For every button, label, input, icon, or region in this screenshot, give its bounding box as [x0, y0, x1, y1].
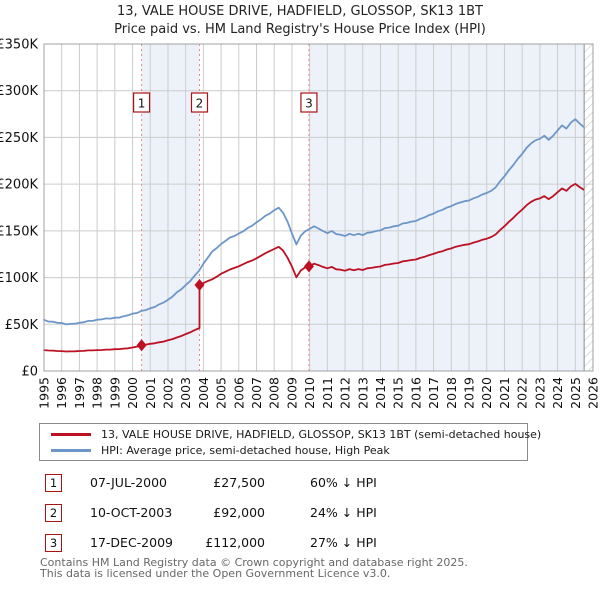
- svg-text:3: 3: [305, 97, 313, 111]
- svg-text:2002: 2002: [160, 377, 175, 409]
- svg-text:1998: 1998: [90, 377, 105, 409]
- svg-text:2013: 2013: [355, 377, 370, 409]
- svg-text:2017: 2017: [426, 377, 441, 409]
- svg-text:£250K: £250K: [0, 131, 38, 146]
- transaction-date: 10-OCT-2003: [90, 505, 173, 520]
- svg-text:2010: 2010: [302, 377, 317, 409]
- svg-text:2006: 2006: [231, 377, 246, 409]
- legend-item-hpi: HPI: Average price, semi-detached house,…: [40, 442, 527, 458]
- transaction-price: £92,000: [213, 505, 265, 520]
- svg-text:1996: 1996: [54, 377, 69, 409]
- svg-text:£300K: £300K: [0, 84, 38, 99]
- svg-text:2011: 2011: [320, 377, 335, 409]
- svg-text:2014: 2014: [373, 377, 388, 409]
- price-paid-line-swatch: [51, 432, 91, 436]
- transaction-vs-hpi: 60% ↓ HPI: [310, 475, 377, 490]
- legend-item-price-paid: 13, VALE HOUSE DRIVE, HADFIELD, GLOSSOP,…: [40, 426, 541, 442]
- svg-text:2026: 2026: [586, 377, 600, 409]
- transaction-row: 1 07-JUL-2000 £27,500 60% ↓ HPI: [0, 474, 600, 494]
- transaction-vs-hpi: 24% ↓ HPI: [310, 505, 377, 520]
- svg-text:2020: 2020: [479, 377, 494, 409]
- transaction-vs-hpi: 27% ↓ HPI: [310, 535, 377, 550]
- svg-text:2008: 2008: [267, 377, 282, 409]
- transaction-number-badge: 3: [45, 534, 62, 552]
- page-title: 13, VALE HOUSE DRIVE, HADFIELD, GLOSSOP,…: [117, 4, 483, 19]
- svg-text:£200K: £200K: [0, 178, 38, 193]
- svg-text:2015: 2015: [391, 377, 406, 409]
- hpi-line-swatch: [51, 448, 91, 452]
- transaction-price: £27,500: [213, 475, 265, 490]
- svg-text:£150K: £150K: [0, 224, 38, 239]
- svg-text:2000: 2000: [125, 377, 140, 409]
- footer-licence: This data is licensed under the Open Gov…: [40, 567, 391, 580]
- chart-legend: 13, VALE HOUSE DRIVE, HADFIELD, GLOSSOP,…: [39, 423, 541, 461]
- svg-text:2012: 2012: [338, 377, 353, 409]
- transaction-price: £112,000: [205, 535, 265, 550]
- svg-text:1: 1: [138, 97, 146, 111]
- svg-text:2018: 2018: [444, 377, 459, 409]
- legend-label-price-paid: 13, VALE HOUSE DRIVE, HADFIELD, GLOSSOP,…: [101, 427, 542, 441]
- transaction-row: 2 10-OCT-2003 £92,000 24% ↓ HPI: [0, 504, 600, 524]
- svg-text:2003: 2003: [178, 377, 193, 409]
- transaction-number-badge: 1: [45, 474, 62, 492]
- svg-text:£50K: £50K: [5, 318, 39, 333]
- transaction-date: 17-DEC-2009: [90, 535, 173, 550]
- svg-text:1997: 1997: [72, 377, 87, 409]
- svg-text:2021: 2021: [497, 377, 512, 409]
- svg-text:2019: 2019: [462, 377, 477, 409]
- svg-text:2024: 2024: [550, 377, 565, 409]
- footer-copyright: Contains HM Land Registry data © Crown c…: [40, 556, 468, 569]
- svg-text:2022: 2022: [515, 377, 530, 409]
- price-chart: 1 2 3 £0 £50K £100K £150K £200K £250K £300K £350K 1…: [0, 38, 600, 409]
- svg-text:2025: 2025: [568, 377, 583, 409]
- svg-text:£350K: £350K: [0, 38, 38, 53]
- svg-text:2005: 2005: [214, 377, 229, 409]
- svg-text:2009: 2009: [284, 377, 299, 409]
- svg-text:2: 2: [196, 97, 204, 111]
- transaction-number-badge: 2: [45, 504, 62, 522]
- svg-text:2004: 2004: [196, 377, 211, 409]
- svg-text:1999: 1999: [107, 377, 122, 409]
- svg-text:2007: 2007: [249, 377, 264, 409]
- svg-text:1995: 1995: [37, 377, 52, 409]
- svg-text:2001: 2001: [143, 377, 158, 409]
- legend-label-hpi: HPI: Average price, semi-detached house,…: [101, 443, 390, 457]
- svg-text:£100K: £100K: [0, 271, 38, 286]
- svg-text:2023: 2023: [532, 377, 547, 409]
- svg-text:£0: £0: [21, 365, 38, 380]
- transaction-row: 3 17-DEC-2009 £112,000 27% ↓ HPI: [0, 534, 600, 554]
- transaction-date: 07-JUL-2000: [90, 475, 168, 490]
- svg-text:2016: 2016: [408, 377, 423, 409]
- chart-subtitle: Price paid vs. HM Land Registry's House …: [114, 22, 486, 37]
